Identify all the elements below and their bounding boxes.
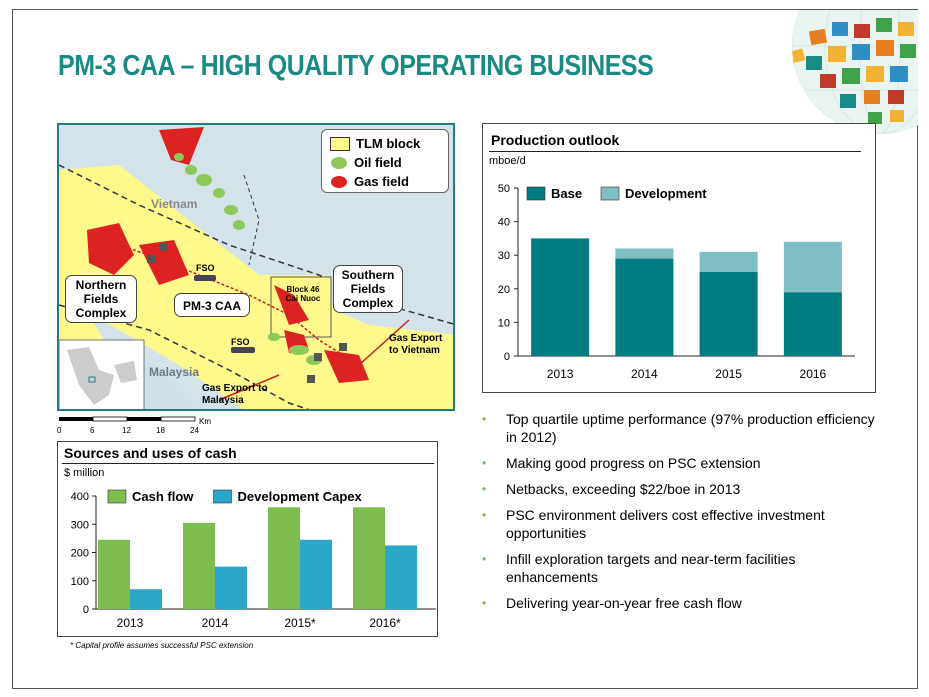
y-tick-label: 200 [71,548,89,560]
y-tick-label: 50 [498,183,510,195]
bar-cash-flow [353,507,385,609]
chart-title: Production outlook [491,132,620,148]
y-tick-label: 30 [498,250,510,262]
scale-tick-6: 6 [90,426,95,435]
bar-cash-flow [98,539,130,609]
legend-swatch-base [526,186,546,201]
bar-base [699,272,758,356]
bullet-dot-icon: • [482,412,487,426]
page-title: PM-3 CAA – HIGH QUALITY OPERATING BUSINE… [58,50,654,82]
bullet-dot-icon: • [482,552,487,566]
scale-tick-12: 12 [122,426,131,435]
y-tick-label: 40 [498,217,510,229]
bullet-dot-icon: • [482,482,487,496]
title-rule [62,463,434,464]
bar-development-capex [215,566,247,609]
legend-label: Cash flow [132,489,194,504]
bullet-list: • Top quartile uptime performance (97% pr… [480,410,880,620]
malaysia-label: Malaysia [149,365,200,379]
bullet-item: • Infill exploration targets and near-ter… [482,551,796,585]
bar-development-capex [385,545,417,609]
map-legend: TLM block Oil field Gas field [321,129,449,193]
slide-frame [12,9,918,689]
sources-uses-cash-chart: Sources and uses of cash $ million 0 100 2… [57,441,438,637]
x-tick-label: 2016 [800,367,827,381]
vietnam-label: Vietnam [151,197,198,211]
cash-plot: 0 100 200 300 400 2013 2014 2015* 2016* Cash flow… [71,489,436,630]
y-tick-label: 0 [504,351,510,363]
bullet-item: • Delivering year-on-year free cash flow [482,595,742,611]
x-tick-label: 2014 [631,367,658,381]
bullet-dot-icon: • [482,456,487,470]
legend-tlm-block: TLM block [330,136,420,151]
yellow-square-icon [330,136,350,151]
bar-cash-flow [268,507,300,609]
scale-tick-0: 0 [57,426,62,435]
y-tick-label: 300 [71,519,89,531]
chart-title: Sources and uses of cash [64,445,237,461]
bullet-dot-icon: • [482,596,487,610]
legend-oil-field: Oil field [330,155,402,170]
legend-swatch-development-capex [213,489,232,504]
bullet-item: • Netbacks, exceeding $22/boe in 2013 [482,481,741,497]
bar-development [615,248,674,259]
legend-gas-field: Gas field [330,174,409,189]
bullet-item: • Top quartile uptime performance (97% pr… [482,411,875,445]
globe-logo [770,10,918,135]
chart-unit: $ million [64,467,105,479]
bar-cash-flow [183,522,215,609]
fso-label-2: FSO [231,337,250,347]
y-tick-label: 10 [498,317,510,329]
gas-export-malaysia-label: Gas Export to Malaysia [202,383,268,406]
field-map: Vietnam Malaysia TLM block Oil field Gas… [57,123,455,411]
scale-tick-18: 18 [156,426,165,435]
legend-swatch-development [600,186,620,201]
bar-development-capex [300,539,332,609]
bar-base [615,258,674,356]
fso-label-1: FSO [196,263,215,273]
x-tick-label: 2014 [202,616,229,630]
x-tick-label: 2015 [715,367,742,381]
footnote: * Capital profile assumes successful PSC… [70,641,254,650]
gas-export-vietnam-label: Gas Export to Vietnam [389,333,443,356]
x-tick-label: 2015* [284,616,316,630]
production-plot: 0 10 20 30 40 50 2013 2014 2015 2016 Base Developme… [498,183,855,381]
x-tick-label: 2013 [547,367,574,381]
bullet-dot-icon: • [482,508,487,522]
x-tick-label: 2013 [117,616,144,630]
bullet-item: • PSC environment delivers cost effective… [482,507,825,541]
y-tick-label: 0 [83,604,89,616]
y-tick-label: 20 [498,284,510,296]
southern-fields-label: Southern Fields Complex [333,265,403,313]
pm3-caa-label: PM-3 CAA [174,293,250,317]
title-rule [489,151,861,152]
bullet-item: • Making good progress on PSC extension [482,455,761,471]
block46-label: Block 46 Cai Nuoc [285,285,321,303]
legend-label: Development Capex [238,489,363,504]
legend-label: Development [625,186,707,201]
map-scale-bar: 0 6 12 18 24 Km [57,413,217,441]
green-blob-icon [331,156,347,169]
chart-unit: mboe/d [489,155,526,167]
x-tick-label: 2016* [369,616,401,630]
bar-base [783,292,842,356]
y-tick-label: 100 [71,576,89,588]
legend-swatch-cash-flow [107,489,127,504]
northern-fields-label: Northern Fields Complex [65,275,137,323]
red-blob-icon [331,175,347,188]
legend-label: Base [551,186,582,201]
bar-development [699,251,758,272]
bar-development-capex [130,589,162,609]
scale-tick-24: 24 [190,426,199,435]
production-outlook-chart: Production outlook mboe/d 0 10 20 30 40 50 201… [482,123,876,393]
bar-development [783,241,842,293]
y-tick-label: 400 [71,491,89,503]
scale-unit: Km [199,417,211,426]
bar-base [531,238,590,356]
